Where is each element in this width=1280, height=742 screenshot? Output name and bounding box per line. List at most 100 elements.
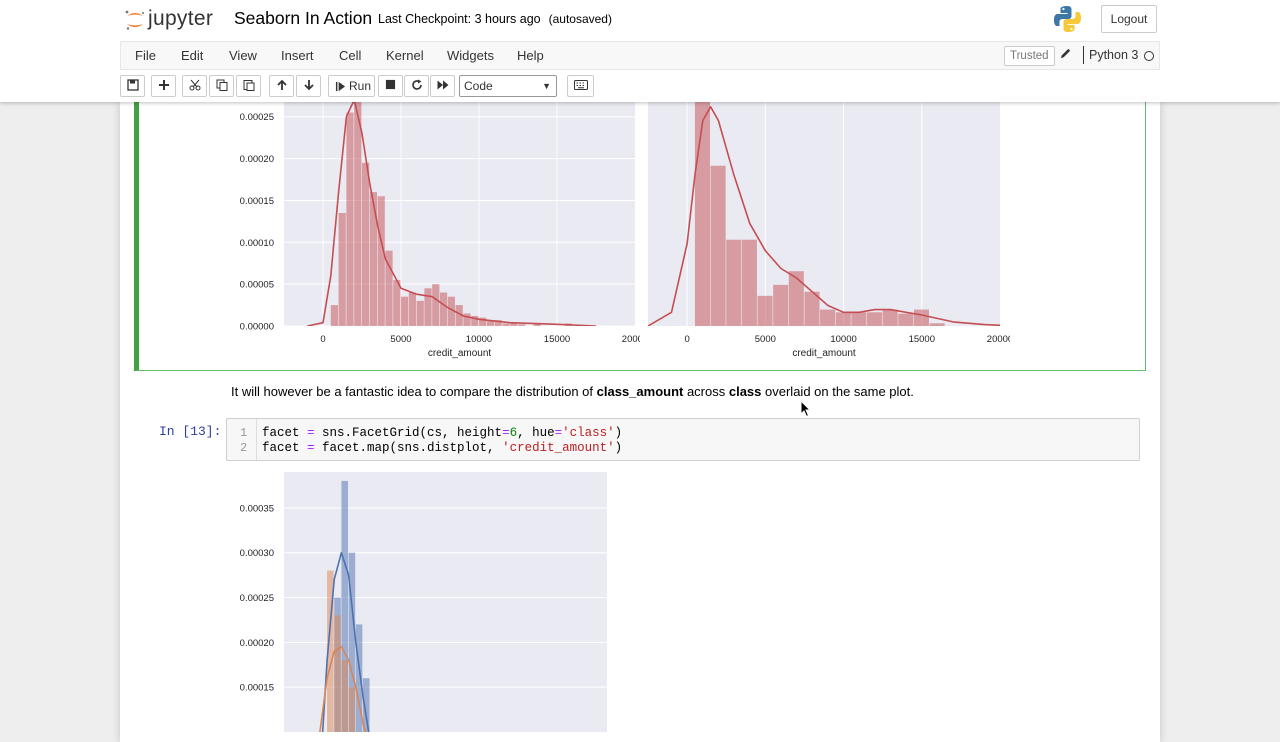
- histogram-bar: [385, 250, 393, 326]
- markdown-cell-text: It will however be a fantastic idea to c…: [231, 384, 914, 399]
- trusted-indicator[interactable]: Trusted: [1004, 46, 1055, 66]
- code-token: =: [502, 426, 510, 440]
- histogram-bar: [355, 624, 363, 732]
- restart-run-all-button[interactable]: [430, 75, 455, 97]
- menu-cell[interactable]: Cell: [339, 48, 362, 63]
- menu-kernel[interactable]: Kernel: [386, 48, 424, 63]
- copy-button[interactable]: [209, 75, 234, 97]
- y-tick-label: 0.00015: [240, 683, 274, 694]
- cut-button[interactable]: [182, 75, 207, 97]
- checkpoint-text: Last Checkpoint: 3 hours ago: [378, 12, 541, 26]
- keyboard-icon: [573, 80, 588, 90]
- save-icon: [126, 79, 139, 91]
- kde-line: [321, 551, 370, 732]
- histogram-bar: [369, 192, 377, 326]
- run-button[interactable]: Run: [328, 75, 375, 97]
- y-tick-label: 0.00025: [240, 593, 274, 604]
- histogram-bar: [510, 322, 518, 326]
- plot-area: [307, 100, 597, 326]
- histogram-bar: [898, 313, 914, 326]
- histogram-bar: [354, 100, 362, 326]
- line-number: 2: [240, 441, 248, 455]
- kernel-idle-indicator-icon: [1144, 51, 1154, 61]
- insert-cell-button[interactable]: [151, 75, 176, 97]
- code-token: sns.FacetGrid(cs, height: [314, 426, 503, 440]
- step-forward-icon: [335, 81, 346, 92]
- logout-button[interactable]: Logout: [1101, 5, 1157, 33]
- histogram-bar: [788, 271, 804, 326]
- histogram-bar: [694, 100, 710, 326]
- kde-line: [648, 106, 1000, 326]
- x-tick-label: 15000: [544, 334, 570, 345]
- histogram-bar: [362, 678, 370, 732]
- move-down-button[interactable]: [296, 75, 321, 97]
- save-button[interactable]: [120, 75, 145, 97]
- menu-file[interactable]: File: [135, 48, 156, 63]
- autosave-status: (autosaved): [548, 12, 612, 26]
- code-token: , hue: [517, 426, 555, 440]
- histogram-bar: [851, 312, 867, 326]
- histogram-bar: [757, 295, 773, 326]
- command-palette-button[interactable]: [567, 75, 594, 97]
- x-tick-label: 15000: [909, 334, 935, 345]
- code-cell-editor[interactable]: 1 2 facet = sns.FacetGrid(cs, height=6, …: [226, 418, 1140, 461]
- code-token: facet: [262, 441, 308, 455]
- notebook-container: 050001000015000200000.000000.000050.0001…: [120, 98, 1160, 742]
- header-bar: jupyter Seaborn In Action Last Checkpoin…: [0, 0, 1280, 41]
- interrupt-button[interactable]: [378, 75, 403, 97]
- y-tick-label: 0.00020: [240, 638, 274, 649]
- histogram-bar: [502, 323, 510, 326]
- python-logo-icon: [1054, 6, 1081, 32]
- move-up-button[interactable]: [269, 75, 294, 97]
- y-tick-label: 0.00005: [240, 280, 274, 291]
- paste-button[interactable]: [236, 75, 261, 97]
- histogram-bar: [327, 570, 334, 732]
- x-axis-label: credit_amount: [792, 348, 856, 359]
- code-token: =: [307, 441, 315, 455]
- code-token: facet.map(sns.distplot,: [314, 441, 503, 455]
- code-token: 'class': [562, 426, 615, 440]
- histogram-bar: [440, 292, 448, 326]
- menu-edit[interactable]: Edit: [181, 48, 204, 63]
- arrow-down-icon: [303, 80, 314, 91]
- histogram-bar: [346, 112, 354, 326]
- kernel-name[interactable]: Python 3: [1089, 48, 1139, 62]
- run-label: Run: [349, 79, 372, 93]
- histogram-chart-1: 0 5000 10000 15000 20000 0.00000 0.00005 0.0001…: [240, 100, 640, 359]
- code-line-1[interactable]: facet = sns.FacetGrid(cs, height=6, hue=…: [262, 426, 622, 440]
- y-tick-label: 0.00030: [240, 548, 274, 559]
- notebook-name[interactable]: Seaborn In Action: [234, 8, 373, 28]
- plus-icon: [158, 80, 169, 90]
- histogram-bar: [416, 300, 424, 326]
- markdown-text-part-2: across: [683, 384, 729, 399]
- x-tick-label: 0: [320, 334, 325, 345]
- menu-help[interactable]: Help: [517, 48, 544, 63]
- x-tick-label: 10000: [466, 334, 492, 345]
- markdown-text-part-3: overlaid on the same plot.: [761, 384, 914, 399]
- jupyter-logo-text: jupyter: [148, 7, 214, 30]
- markdown-bold-class-amount: class_amount: [596, 384, 684, 399]
- restart-button[interactable]: [404, 75, 429, 97]
- histogram-bar: [408, 292, 416, 326]
- histogram-bar: [835, 312, 851, 326]
- menu-bar: File Edit View Insert Cell Kernel Widget…: [120, 41, 1160, 70]
- edit-pencil-icon[interactable]: [1059, 47, 1073, 63]
- cell-type-select[interactable]: Code ▼: [459, 75, 557, 97]
- y-tick-label: 0.00010: [240, 238, 274, 249]
- menu-widgets[interactable]: Widgets: [447, 48, 494, 63]
- histogram-bar: [341, 480, 348, 732]
- histogram-bar: [341, 660, 348, 732]
- code-line-2[interactable]: facet = facet.map(sns.distplot, 'credit_…: [262, 441, 622, 455]
- menu-insert[interactable]: Insert: [281, 48, 314, 63]
- histogram-bar: [447, 296, 455, 326]
- y-tick-label: 0.00015: [240, 196, 274, 207]
- plot-area: [648, 100, 1000, 326]
- code-token: =: [554, 426, 563, 440]
- menu-view[interactable]: View: [229, 48, 257, 63]
- fast-forward-icon: [437, 80, 448, 90]
- histogram-bar: [330, 305, 338, 326]
- scissors-icon: [189, 79, 200, 91]
- mouse-cursor-icon: [800, 400, 812, 418]
- markdown-text-part-1: It will however be a fantastic idea to c…: [231, 384, 597, 399]
- code-token: ): [614, 441, 623, 455]
